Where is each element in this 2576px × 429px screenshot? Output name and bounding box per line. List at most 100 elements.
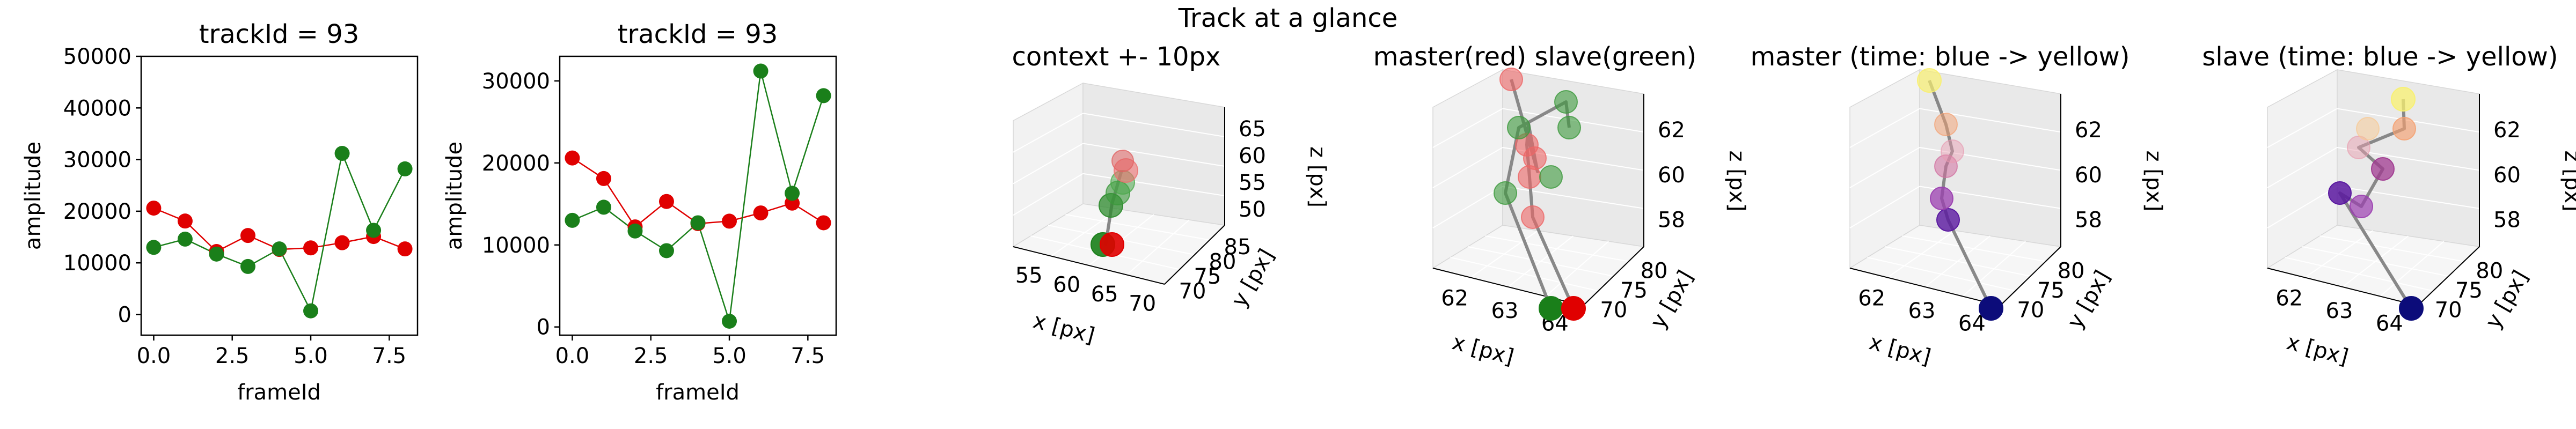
- panel-title: context +- 10px: [1012, 42, 1221, 72]
- data-point: [177, 231, 193, 247]
- x-tick-label: 62: [1441, 286, 1468, 311]
- time-point: [1917, 68, 1942, 93]
- grid-line: [1082, 143, 1225, 167]
- data-point: [565, 212, 580, 228]
- x-tick-label: 70: [1129, 291, 1156, 316]
- x-tick-label: 0.0: [137, 344, 171, 368]
- series-points: [146, 146, 413, 319]
- data-point: [272, 241, 287, 257]
- grid-line: [1485, 235, 1629, 262]
- data-point: [334, 146, 350, 161]
- x-tick-labels: 0.0 2.5 5.0 7.5: [555, 335, 825, 368]
- x-axis-label: frameId: [237, 380, 321, 405]
- data-point: [240, 228, 255, 243]
- data-point: [303, 303, 319, 319]
- point-master: [1100, 232, 1124, 257]
- z-axis-label: z [px]: [2560, 151, 2576, 212]
- y-tick-label: 80: [1641, 258, 1668, 283]
- y-axis-label: amplitude: [21, 142, 46, 250]
- point-master: [1499, 68, 1523, 91]
- y-tick-label: 70: [2017, 298, 2044, 323]
- y-tick-label: 80: [2476, 258, 2503, 283]
- grid-line: [1849, 108, 1920, 148]
- z-tick-label: 50: [1239, 197, 1266, 222]
- data-point: [177, 213, 193, 229]
- grid-line: [1962, 241, 2026, 297]
- y-tick-label: 75: [1620, 278, 1648, 303]
- grid-line: [1082, 113, 1225, 137]
- data-point: [722, 314, 737, 329]
- grid-line: [1849, 147, 1920, 188]
- grid-line: [2267, 108, 2338, 148]
- y-tick-label: 0: [118, 302, 131, 327]
- grid-line: [2267, 147, 2338, 188]
- z-tick-label: 55: [1239, 171, 1266, 195]
- y-axis-label: amplitude: [442, 142, 467, 250]
- data-point: [658, 243, 674, 258]
- y-tick-label: 75: [2037, 278, 2065, 303]
- panel-title: trackId = 93: [199, 19, 360, 49]
- z-tick-label: 58: [1658, 208, 1685, 233]
- grid-line: [1919, 147, 2061, 171]
- data-point: [753, 63, 769, 79]
- time-point: [2350, 195, 2373, 218]
- z-tick-label: 60: [1239, 144, 1266, 168]
- x-axis-line: [1849, 268, 2001, 306]
- y-tick-label: 70: [1179, 279, 1206, 304]
- time-point: [2328, 181, 2352, 205]
- grid-line: [1432, 147, 1503, 188]
- x-tick-labels: 0.0 2.5 5.0 7.5: [137, 335, 406, 368]
- data-point: [816, 88, 831, 103]
- panel-title: slave (time: blue -> yellow): [2202, 42, 2558, 72]
- x-tick-label: 62: [2275, 286, 2303, 311]
- data-point: [785, 186, 800, 201]
- x-tick-label: 60: [1053, 272, 1080, 297]
- data-point: [240, 258, 255, 274]
- panel-title: master (time: blue -> yellow): [1751, 42, 2130, 72]
- point-slave: [1554, 90, 1578, 114]
- plot-frame: [559, 55, 837, 336]
- time-point: [1936, 208, 1960, 232]
- panel-title: master(red) slave(green): [1373, 42, 1696, 72]
- grid-line: [2267, 186, 2338, 228]
- y-tick-label: 20000: [482, 151, 550, 176]
- time-point: [2391, 87, 2416, 112]
- data-point: [690, 215, 706, 231]
- grid-line: [1502, 186, 1644, 209]
- grid-line: [1013, 143, 1084, 184]
- grid-line: [1849, 186, 1920, 228]
- plot-frame: [140, 55, 419, 336]
- time-point: [2347, 136, 2370, 159]
- z-axis-label: z [px]: [2141, 151, 2166, 212]
- z-tick-label: 58: [2075, 208, 2102, 233]
- grid-line: [1924, 235, 1991, 287]
- point-slave: [1557, 116, 1581, 139]
- y-tick-label: 75: [1194, 264, 1221, 289]
- y-tick-label: 70: [2435, 298, 2462, 323]
- time-point: [1934, 113, 1958, 136]
- y-tick-label: 20000: [63, 199, 131, 224]
- x-tick-label: 0.0: [555, 344, 590, 368]
- time-point: [2399, 296, 2424, 321]
- y-tick-label: 30000: [63, 148, 131, 173]
- y-tick-label: 80: [2058, 258, 2085, 283]
- grid-line: [1432, 108, 1503, 148]
- x-tick-label: 63: [1908, 299, 1936, 323]
- x-axis-label: frameId: [656, 380, 740, 405]
- data-point: [722, 213, 737, 229]
- data-point: [146, 201, 162, 216]
- y-axis-line: [2417, 246, 2480, 306]
- amplitude-plot-1: trackId = 93 frameId amplitude 0.0 2.5 5.0…: [21, 19, 419, 405]
- time-point: [1941, 139, 1964, 163]
- z-tick-label: 58: [2493, 208, 2521, 233]
- figure-suptitle: Track at a glance: [1178, 3, 1398, 33]
- y-axis-line: [2000, 246, 2061, 306]
- y-tick-label: 0: [537, 315, 550, 340]
- data-point: [658, 194, 674, 209]
- grid-line: [1013, 113, 1084, 153]
- grid-line: [1902, 235, 2046, 262]
- data-point: [753, 205, 769, 221]
- data-point: [303, 240, 319, 256]
